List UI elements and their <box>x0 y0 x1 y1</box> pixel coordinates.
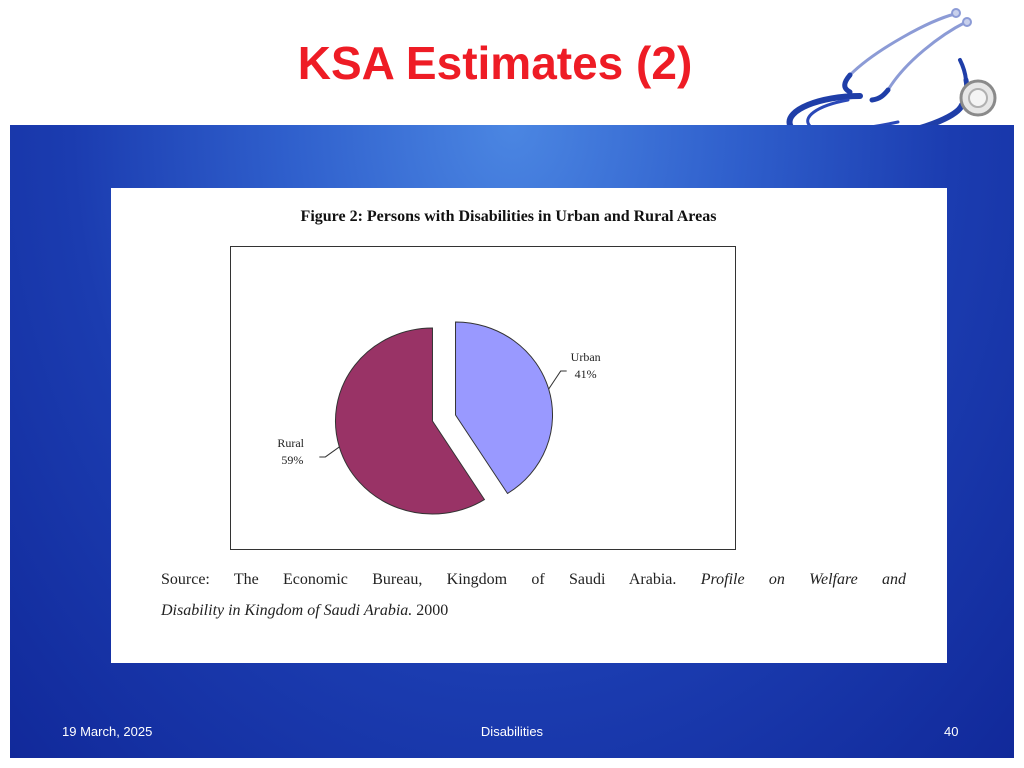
pie-slice-rural <box>335 327 486 515</box>
slide-title: KSA Estimates (2) <box>297 37 693 89</box>
content-panel: Figure 2: Persons with Disabilities in U… <box>10 125 1014 758</box>
pie-slice-urban <box>455 321 554 495</box>
slice-value-urban: 41% <box>575 367 597 381</box>
figure-image: Figure 2: Persons with Disabilities in U… <box>111 188 947 663</box>
source-prefix: Source: <box>161 571 210 588</box>
leader-line-rural <box>319 446 340 458</box>
page-number: 40 <box>944 724 959 739</box>
pie-chart: Urban 41% Rural 59% <box>277 321 601 515</box>
plot-area: Urban 41% Rural 59% <box>230 246 736 550</box>
footer-title: Disabilities <box>480 724 544 739</box>
slice-label-urban: Urban <box>571 350 601 364</box>
source-title-part1: Profile on Welfare and <box>700 571 907 588</box>
figure-title: Figure 2: Persons with Disabilities in U… <box>300 208 717 225</box>
slice-label-rural: Rural <box>277 436 304 450</box>
source-citation: Source: The Economic Bureau, Kingdom of … <box>161 564 906 626</box>
source-title-part2: Disability in Kingdom of Saudi Arabia. <box>161 602 413 619</box>
footer-date: 19 March, 2025 <box>62 724 153 739</box>
source-year: 2000 <box>416 602 449 619</box>
leader-line-urban <box>548 370 567 390</box>
source-publisher: The Economic Bureau, Kingdom of Saudi Ar… <box>233 571 677 588</box>
slice-value-rural: 59% <box>281 453 303 467</box>
